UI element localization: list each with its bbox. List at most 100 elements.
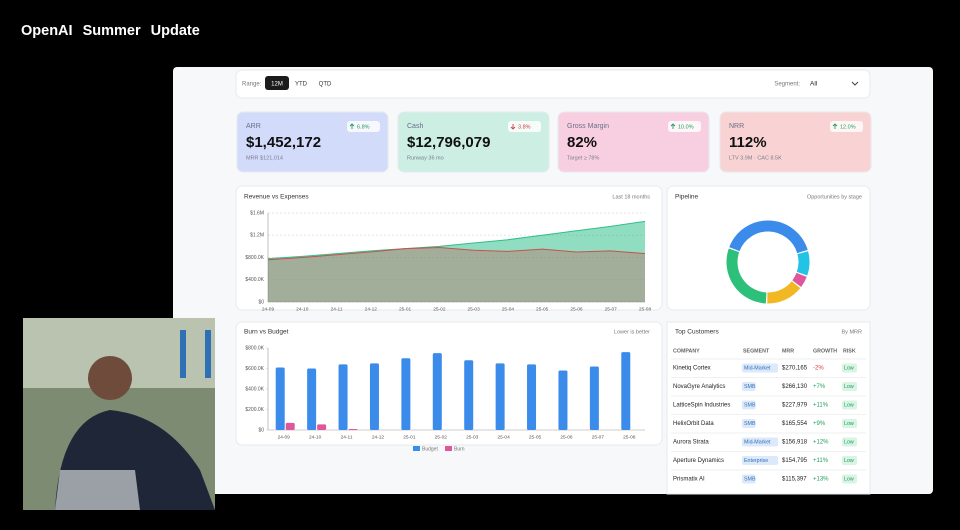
table-cell: $156,918 — [782, 440, 808, 446]
segment-chevron — [851, 81, 859, 86]
x-tick-label: 25-02 — [433, 306, 446, 312]
table-title: Top Customers — [675, 329, 719, 336]
table-cell: Low — [844, 421, 854, 427]
line — [267, 220, 646, 260]
x-tick-label: 25-01 — [403, 434, 416, 440]
legend-swatch — [445, 446, 452, 451]
range-option[interactable]: QTD — [319, 82, 332, 88]
donut-segment — [767, 280, 801, 304]
y-tick-label: $400.0K — [245, 277, 264, 283]
y-tick-label: $0 — [258, 299, 264, 305]
segment-badge — [742, 382, 756, 391]
webcam — [23, 318, 215, 510]
y-tick-label: $1.6M — [250, 210, 264, 216]
y-tick-label: $1.2M — [250, 233, 264, 239]
range-option[interactable]: YTD — [295, 82, 308, 88]
table-cell: HelixOrbit Data — [673, 421, 714, 427]
kpi-change-arrow — [670, 123, 676, 129]
table-subtitle: By MRR — [842, 329, 863, 335]
risk-badge — [842, 363, 857, 373]
range-option[interactable]: 12M — [271, 82, 283, 88]
x-tick-label: 25-06 — [570, 306, 583, 312]
table-cell: +9% — [813, 421, 826, 427]
donut-segment — [726, 248, 767, 304]
segment-badge — [742, 437, 778, 447]
chart-subtitle: Last 18 months — [612, 194, 650, 200]
x-tick-label: 25-01 — [399, 306, 412, 312]
bar — [338, 364, 348, 430]
kpi-change-pill — [347, 121, 380, 132]
kpi-value: 82% — [567, 134, 597, 151]
column-header: RISK — [843, 348, 856, 354]
donut-segment — [796, 251, 810, 276]
table-cell: SMB — [744, 476, 756, 482]
segment-badge — [742, 474, 756, 484]
kpi-change-pill — [668, 121, 701, 132]
bar — [464, 360, 474, 430]
table-cell: SMB — [744, 402, 756, 408]
legend-label[interactable]: Burn — [454, 446, 465, 452]
x-tick-label: 25-02 — [435, 434, 448, 440]
table-cell: Low — [844, 402, 854, 408]
x-tick-label: 25-04 — [497, 434, 510, 440]
segment-value[interactable]: All — [810, 81, 818, 88]
column-header: MRR — [782, 348, 794, 354]
risk-badge — [842, 474, 857, 484]
kpi-change-arrow — [832, 123, 838, 129]
segment-badge — [742, 363, 778, 373]
x-tick-label: 24-10 — [309, 434, 322, 440]
bar — [369, 363, 379, 430]
bar — [621, 352, 631, 430]
chart-title: Revenue vs Expenses — [244, 194, 309, 201]
video-title: OpenAI Summer Update — [21, 23, 200, 39]
kpi-change-arrow — [349, 123, 355, 129]
segment-badge — [742, 419, 756, 428]
kpi-change: 10.0% — [678, 124, 694, 130]
table-cell: Low — [844, 439, 854, 445]
donut-segment — [729, 220, 808, 254]
table-cell: +13% — [813, 477, 829, 483]
webcam-head — [88, 356, 132, 400]
column-header: COMPANY — [673, 348, 700, 354]
kpi-value: 112% — [729, 134, 767, 151]
table-cell: +11% — [813, 403, 829, 409]
x-tick-label: 25-05 — [529, 434, 542, 440]
kpi-value: $12,796,079 — [407, 134, 490, 151]
bar — [432, 353, 442, 430]
table-cell: $115,397 — [782, 477, 807, 483]
table-cell: $266,130 — [782, 384, 808, 390]
table-cell: -2% — [813, 366, 824, 372]
y-tick-label: $800.0K — [245, 345, 264, 351]
table-cell: Aperture Dynamics — [673, 458, 724, 464]
bar — [285, 422, 295, 430]
bar — [401, 358, 411, 430]
column-header: SEGMENT — [743, 348, 770, 354]
kpi-change: 6.8% — [357, 124, 370, 130]
legend-label[interactable]: Budget — [422, 446, 438, 452]
bar — [495, 363, 505, 430]
kpi-label: Cash — [407, 123, 423, 130]
x-tick-label: 25-07 — [605, 306, 618, 312]
table-cell: $227,979 — [782, 403, 808, 409]
table-cell: Low — [844, 384, 854, 390]
bar — [317, 424, 327, 430]
x-tick-label: 24-09 — [278, 434, 291, 440]
table-cell: Aurora Strata — [673, 440, 709, 446]
webcam-monitor — [205, 330, 211, 378]
donut-segment — [792, 272, 807, 287]
bar — [348, 428, 358, 430]
chart-title: Pipeline — [675, 194, 699, 201]
bar — [275, 367, 285, 430]
x-tick-label: 24-12 — [372, 434, 385, 440]
kpi-change-arrow — [510, 124, 516, 130]
risk-badge — [842, 437, 857, 447]
x-tick-label: 25-03 — [467, 306, 480, 312]
card — [666, 185, 871, 311]
x-tick-label: 25-05 — [536, 306, 549, 312]
table-cell: SMB — [744, 421, 756, 427]
y-tick-label: $200.0K — [245, 407, 264, 413]
kpi-sub: LTV 3.9M · CAC 8.5K — [729, 155, 782, 161]
bar — [307, 368, 317, 430]
x-tick-label: 24-09 — [262, 306, 275, 312]
x-tick-label: 24-11 — [331, 306, 343, 312]
